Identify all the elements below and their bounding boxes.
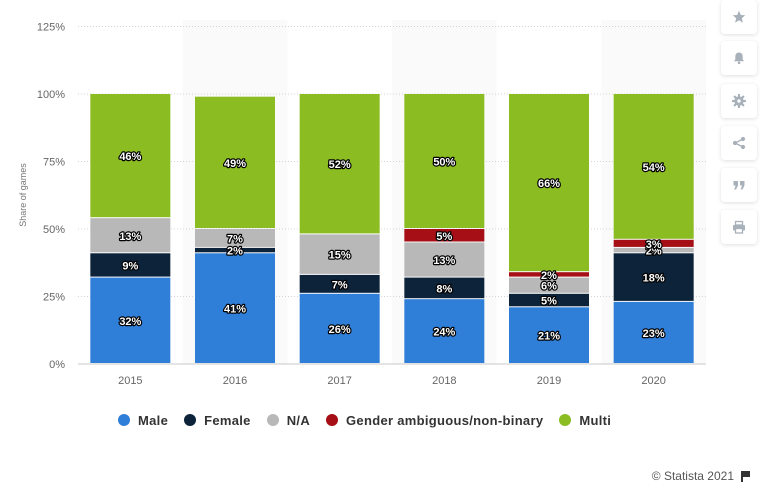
x-tick-label: 2017 <box>327 375 351 387</box>
legend-item-female[interactable]: Female <box>184 413 251 428</box>
legend-item-multi[interactable]: Multi <box>559 413 611 428</box>
bar-segment-male-2020[interactable] <box>613 301 694 363</box>
legend-label: Gender ambiguous/non-binary <box>346 412 544 428</box>
data-label-male-2017: 26% <box>329 324 351 336</box>
legend-label: Multi <box>579 412 612 428</box>
bar-segment-gender-ambiguous-non-binary-2018[interactable] <box>404 229 485 242</box>
y-axis-label: Share of games <box>18 163 28 227</box>
bar-segment-multi-2017[interactable] <box>299 94 380 234</box>
bar-segment-male-2019[interactable] <box>509 307 589 363</box>
data-label-multi-2017: 52% <box>329 159 351 171</box>
bar-segment-n-a-2018[interactable] <box>404 242 485 277</box>
legend-marker <box>559 414 572 426</box>
data-label-n-a-2019: 6% <box>541 281 557 293</box>
bar-segment-n-a-2019[interactable] <box>509 277 589 293</box>
y-tick-label: 25% <box>43 292 65 304</box>
data-label-female-2019: 5% <box>541 296 557 308</box>
x-tick-label: 2019 <box>537 375 561 387</box>
bar-segment-female-2018[interactable] <box>404 277 485 299</box>
bell-icon <box>733 52 745 65</box>
data-label-n-a-2020: 2% <box>646 246 662 258</box>
legend-item-gender-ambiguous-non-binary[interactable]: Gender ambiguous/non-binary <box>326 413 543 428</box>
share-button[interactable] <box>721 126 757 160</box>
print-button[interactable] <box>721 210 757 244</box>
bar-segment-n-a-2020[interactable] <box>613 247 694 253</box>
legend-marker <box>326 414 339 426</box>
data-label-multi-2019: 66% <box>538 178 560 190</box>
data-label-gender-ambiguous-non-binary-2019: 2% <box>541 270 557 282</box>
copyright-text: © Statista 2021 <box>651 469 734 483</box>
bar-segment-female-2020[interactable] <box>613 253 694 301</box>
bar-segment-n-a-2016[interactable] <box>195 229 275 247</box>
footer: © Statista 2021 <box>652 469 751 483</box>
data-label-male-2016: 41% <box>224 304 246 316</box>
data-label-male-2015: 32% <box>119 316 141 328</box>
y-tick-label: 50% <box>43 224 65 236</box>
data-label-n-a-2016: 7% <box>227 233 243 245</box>
legend-marker <box>184 414 197 426</box>
x-tick-label: 2018 <box>432 375 456 387</box>
legend-label: Female <box>204 412 251 428</box>
bar-segment-multi-2020[interactable] <box>613 94 694 239</box>
x-tick-label: 2015 <box>118 375 142 387</box>
bar-segment-female-2016[interactable] <box>195 247 275 253</box>
settings-button[interactable] <box>721 84 757 118</box>
legend: Male Female N/A Gender ambiguous/non-binary… <box>118 410 627 430</box>
y-tick-label: 0% <box>49 359 65 371</box>
bar-segment-male-2016[interactable] <box>195 253 275 363</box>
star-icon <box>732 10 746 23</box>
bar-segment-male-2018[interactable] <box>404 299 485 363</box>
data-label-gender-ambiguous-non-binary-2020: 3% <box>646 239 662 251</box>
bar-segment-female-2019[interactable] <box>509 293 589 307</box>
legend-marker <box>118 414 130 426</box>
data-label-female-2016: 2% <box>227 246 243 258</box>
share-icon <box>732 136 746 150</box>
data-label-multi-2020: 54% <box>643 162 665 174</box>
bar-segment-multi-2019[interactable] <box>509 94 589 272</box>
data-label-male-2019: 21% <box>538 331 560 343</box>
data-label-multi-2016: 49% <box>224 158 246 170</box>
print-icon <box>733 220 745 234</box>
data-label-female-2017: 7% <box>332 279 348 291</box>
y-tick-label: 75% <box>43 157 65 169</box>
quote-icon <box>733 181 745 190</box>
bar-segment-n-a-2017[interactable] <box>299 234 380 274</box>
notification-button[interactable] <box>721 41 757 75</box>
data-label-female-2015: 9% <box>122 260 138 272</box>
data-label-female-2020: 18% <box>643 273 665 285</box>
data-label-n-a-2017: 15% <box>329 250 351 262</box>
bar-segment-male-2015[interactable] <box>90 277 171 363</box>
data-label-multi-2018: 50% <box>433 157 455 169</box>
data-label-multi-2015: 46% <box>119 151 141 163</box>
legend-label: Male <box>138 412 169 428</box>
gear-icon <box>732 94 746 108</box>
bar-segment-female-2015[interactable] <box>90 253 171 277</box>
data-label-male-2018: 24% <box>433 327 455 339</box>
bar-segment-multi-2018[interactable] <box>404 94 485 228</box>
data-label-n-a-2018: 13% <box>433 255 455 267</box>
bar-segment-male-2017[interactable] <box>299 293 380 363</box>
bar-segment-gender-ambiguous-non-binary-2019[interactable] <box>509 272 589 277</box>
data-label-male-2020: 23% <box>643 328 665 340</box>
data-label-female-2018: 8% <box>436 283 452 295</box>
x-tick-label: 2016 <box>223 375 247 387</box>
y-tick-label: 100% <box>37 89 65 101</box>
legend-label: N/A <box>286 412 311 428</box>
y-tick-label: 125% <box>37 22 65 34</box>
flag-icon[interactable] <box>741 470 751 482</box>
bar-segment-n-a-2015[interactable] <box>90 218 171 253</box>
cite-button[interactable] <box>721 168 757 202</box>
bar-segment-female-2017[interactable] <box>299 274 380 293</box>
x-tick-label: 2020 <box>641 375 665 387</box>
legend-item-male[interactable]: Male <box>118 413 168 428</box>
data-label-gender-ambiguous-non-binary-2018: 5% <box>436 231 452 243</box>
bar-segment-multi-2015[interactable] <box>90 94 171 218</box>
favorite-button[interactable] <box>721 0 757 34</box>
bar-segment-multi-2016[interactable] <box>195 96 275 228</box>
legend-marker <box>266 414 279 426</box>
data-label-n-a-2015: 13% <box>119 231 141 243</box>
bar-segment-gender-ambiguous-non-binary-2020[interactable] <box>613 239 694 247</box>
legend-item-n-a[interactable]: N/A <box>266 412 311 428</box>
